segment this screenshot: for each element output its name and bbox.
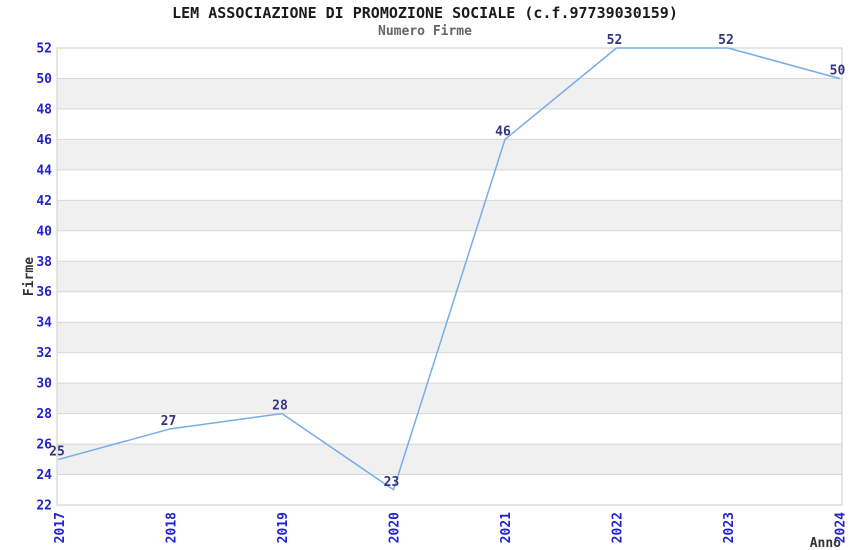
plot-border <box>56 47 843 506</box>
point-label: 46 <box>495 124 511 139</box>
y-tick-label: 26 <box>36 438 52 453</box>
chart-title: LEM ASSOCIAZIONE DI PROMOZIONE SOCIALE (… <box>172 4 678 22</box>
y-tick-label: 30 <box>36 377 52 392</box>
y-tick-label: 28 <box>36 407 52 422</box>
x-tick-label: 2019 <box>276 512 291 543</box>
x-tick-label: 2021 <box>499 512 514 543</box>
series-line <box>58 47 841 491</box>
point-label: 23 <box>384 475 400 490</box>
grid-band <box>57 78 842 109</box>
y-tick-label: 36 <box>36 285 52 300</box>
y-tick-label: 44 <box>36 163 52 178</box>
chart-subtitle: Numero Firme <box>378 24 472 39</box>
grid-band <box>57 261 842 292</box>
y-tick-label: 46 <box>36 133 52 148</box>
grid-band <box>57 322 842 353</box>
y-tick-label: 40 <box>36 224 52 239</box>
point-label: 50 <box>830 63 846 78</box>
point-label: 27 <box>161 414 177 429</box>
x-axis-label: Anno <box>810 536 841 550</box>
y-tick-label: 34 <box>36 316 52 331</box>
point-label: 28 <box>272 399 288 414</box>
y-tick-label: 48 <box>36 102 52 117</box>
y-tick-label: 24 <box>36 468 52 483</box>
x-tick-label: 2022 <box>611 512 626 543</box>
y-tick-label: 42 <box>36 194 52 209</box>
y-axis-label: Firme <box>22 257 37 296</box>
grid-band <box>57 444 842 475</box>
y-tick-label: 22 <box>36 499 52 514</box>
x-tick-label: 2024 <box>834 512 849 543</box>
grid-band <box>57 200 842 231</box>
grid-band <box>57 139 842 170</box>
y-tick-label: 50 <box>36 72 52 87</box>
y-tick-label: 38 <box>36 255 52 270</box>
grid-band <box>57 383 842 414</box>
x-tick-label: 2017 <box>53 512 68 543</box>
y-tick-label: 32 <box>36 346 52 361</box>
point-label: 52 <box>718 33 734 48</box>
point-label: 52 <box>607 33 623 48</box>
x-tick-label: 2020 <box>388 512 403 543</box>
y-tick-label: 52 <box>36 42 52 57</box>
point-label: 25 <box>49 444 65 459</box>
x-tick-label: 2018 <box>165 512 180 543</box>
x-tick-label: 2023 <box>722 512 737 543</box>
